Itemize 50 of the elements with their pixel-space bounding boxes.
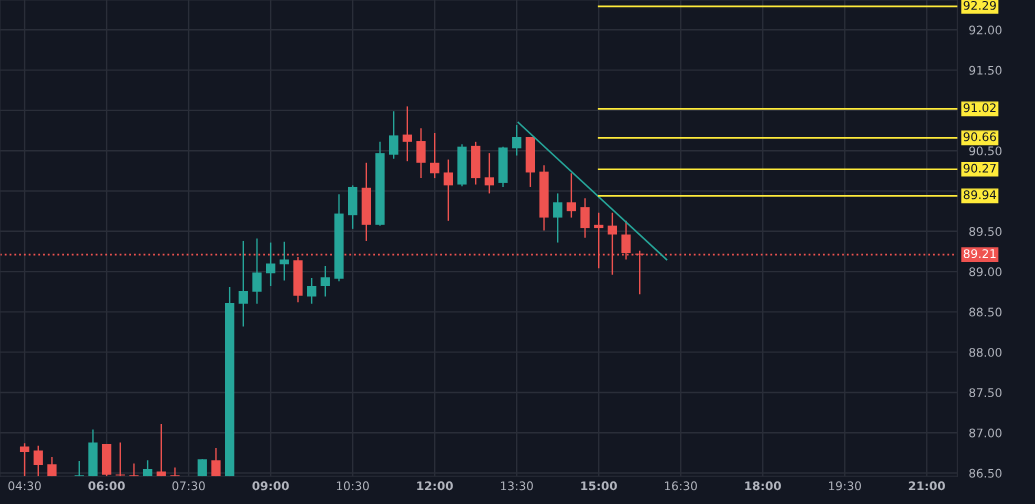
candlestick bbox=[402, 105, 412, 162]
data-label: 90.66 bbox=[963, 132, 996, 142]
x-tick-label: 13:30 bbox=[500, 481, 533, 491]
y-tick-label: 90.50 bbox=[969, 146, 1002, 156]
y-tick-label: 87.50 bbox=[969, 388, 1002, 398]
x-tick-label: 21:00 bbox=[908, 481, 945, 491]
candlestick bbox=[170, 466, 180, 477]
candlestick bbox=[307, 277, 317, 305]
candlestick bbox=[580, 197, 590, 239]
x-tick-label: 09:00 bbox=[252, 481, 289, 491]
candlestick bbox=[320, 265, 330, 298]
x-tick-label: 10:30 bbox=[336, 481, 369, 491]
y-tick-label: 86.50 bbox=[969, 468, 1002, 478]
x-tick-label: 19:30 bbox=[829, 481, 861, 491]
candlestick bbox=[156, 423, 166, 477]
candlestick bbox=[279, 241, 289, 282]
y-tick-label: 92.00 bbox=[969, 25, 1002, 35]
ref-line-label: 89.21 bbox=[963, 249, 996, 259]
x-tick-label: 15:00 bbox=[581, 481, 617, 491]
candlestick bbox=[129, 462, 139, 477]
candlestick bbox=[211, 447, 221, 477]
y-tick-label: 88.50 bbox=[969, 307, 1002, 317]
y-tick-label: 89.00 bbox=[969, 267, 1002, 277]
candlestick bbox=[252, 237, 262, 305]
candlestick bbox=[566, 172, 577, 219]
candlestick bbox=[553, 192, 563, 244]
candlestick bbox=[484, 152, 494, 195]
x-tick-label: 18:00 bbox=[745, 481, 781, 491]
x-tick-label: 07:30 bbox=[172, 481, 205, 491]
candlestick bbox=[33, 444, 43, 477]
y-tick-label: 89.50 bbox=[969, 227, 1002, 236]
candlestick bbox=[443, 158, 453, 222]
x-tick-label: 04:30 bbox=[8, 481, 41, 491]
candlestick bbox=[512, 124, 522, 157]
y-tick-label: 88.00 bbox=[969, 347, 1002, 357]
y-tick-label: 87.00 bbox=[969, 428, 1002, 438]
x-tick-label: 12:00 bbox=[417, 481, 453, 491]
candlestick bbox=[238, 240, 248, 328]
candlestick bbox=[266, 241, 276, 287]
data-label: 91.02 bbox=[963, 103, 996, 113]
x-tick-label: 06:00 bbox=[88, 481, 125, 491]
y-tick-label: 91.50 bbox=[969, 65, 1002, 75]
x-tick-label: 16:30 bbox=[665, 481, 697, 491]
candlestick bbox=[389, 110, 399, 160]
candlestick bbox=[416, 127, 426, 179]
data-label: 92.29 bbox=[963, 0, 996, 10]
candlestick bbox=[19, 442, 30, 477]
data-label: 89.94 bbox=[963, 190, 997, 200]
candlestick bbox=[430, 132, 440, 179]
data-label: 90.27 bbox=[963, 163, 996, 173]
